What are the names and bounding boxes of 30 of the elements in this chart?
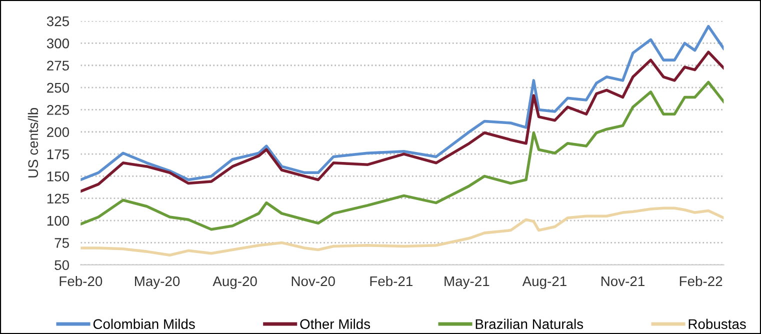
line-series (80, 80, 724, 231)
line-series (80, 206, 724, 256)
legend-label: Robustas (688, 318, 746, 330)
y-tick-label: 125 (47, 194, 69, 204)
y-tick-label: 325 (46, 16, 69, 26)
y-tick-label: 100 (47, 216, 70, 226)
y-tick-label: 200 (47, 127, 70, 138)
legend-label: Colombian Milds (93, 318, 195, 330)
x-tick-label: May-21 (444, 276, 490, 289)
legend-label: Brazilian Naturals (476, 318, 584, 330)
y-tick-label: 275 (47, 60, 69, 71)
y-tick-label: 250 (47, 82, 70, 93)
y-axis-title: US cents/lb (28, 108, 38, 178)
x-tick-label: Feb-21 (370, 276, 412, 286)
x-tick-label: Feb-20 (60, 276, 102, 286)
legend-label: Other Milds (300, 318, 370, 330)
y-tick-label: 150 (47, 172, 70, 182)
y-tick-label: 50 (54, 260, 70, 270)
x-tick-label: Aug-20 (212, 276, 257, 289)
x-tick-label: May-20 (135, 276, 180, 289)
y-tick-label: 175 (47, 150, 69, 160)
x-tick-label: Feb-22 (680, 276, 722, 286)
y-tick-label: 75 (54, 238, 69, 248)
x-tick-label: Aug-21 (522, 276, 566, 289)
y-tick-label: 300 (46, 38, 70, 48)
x-tick-label: Nov-20 (292, 276, 335, 286)
y-tick-label: 225 (47, 105, 69, 115)
x-tick-label: Nov-21 (602, 276, 644, 286)
line-series (80, 50, 724, 193)
line-series (80, 24, 724, 182)
